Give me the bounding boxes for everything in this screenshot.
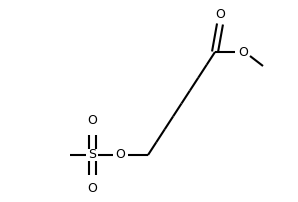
Text: O: O (215, 8, 225, 21)
Text: S: S (88, 148, 96, 162)
Text: O: O (115, 148, 125, 162)
Text: O: O (87, 182, 97, 196)
Text: O: O (87, 115, 97, 127)
Text: O: O (238, 45, 248, 59)
